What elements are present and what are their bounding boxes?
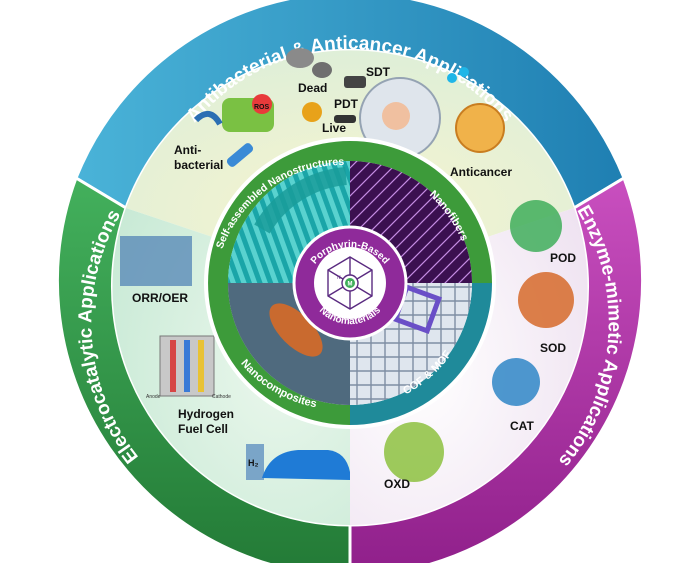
sod-protein-icon	[518, 272, 574, 328]
sod-label: SOD	[540, 341, 566, 355]
live-bacteria-icon	[302, 102, 322, 122]
pod-protein-icon	[510, 200, 562, 252]
self-assembled-label-band	[254, 167, 348, 234]
hydrogen-label-line1: Hydrogen	[178, 407, 234, 421]
cat-protein-icon	[492, 358, 540, 406]
electro-illustrations	[120, 236, 350, 480]
ros-burst-icon	[252, 94, 272, 114]
dead-label: Dead	[298, 81, 327, 95]
metal-label: M	[348, 282, 353, 288]
composite-rod-icon	[269, 303, 323, 357]
fuel-cell-plate-icon	[184, 340, 190, 392]
enzyme-illustrations	[384, 200, 574, 482]
orr-oer-label: ORR/OER	[132, 291, 188, 305]
cat-label: CAT	[510, 419, 534, 433]
fuel-cell-plate-icon	[198, 340, 204, 392]
h2-pump-icon	[246, 444, 264, 480]
orr-oer-device-icon	[120, 236, 192, 286]
oxd-protein-icon	[384, 422, 444, 482]
car-icon	[262, 450, 350, 480]
middle-ring-left-green	[208, 141, 350, 425]
laser-icon	[334, 115, 356, 123]
antibacterial-label-line2: bacterial	[174, 158, 223, 172]
pdt-label: PDT	[334, 97, 359, 111]
h2-label: H₂	[248, 458, 259, 468]
oxd-label: OXD	[384, 477, 410, 491]
fuel-cell-plate-icon	[170, 340, 176, 392]
sdt-particle-icon	[447, 73, 457, 83]
anode-label: Anode	[146, 394, 161, 400]
middle-ring-bottom-right-teal	[350, 283, 492, 425]
ros-label: ROS	[254, 104, 270, 111]
pod-label: POD	[550, 251, 576, 265]
sdt-particle-icon	[459, 67, 469, 77]
dead-bacteria-icon	[312, 62, 332, 78]
antibacterial-illustrations	[193, 48, 505, 167]
porphyrin-structure-icon	[327, 256, 373, 310]
antibacterial-label-line1: Anti-	[174, 143, 201, 157]
sdt-label: SDT	[366, 65, 391, 79]
middle-ring-top-right-green	[350, 141, 492, 283]
anticancer-label: Anticancer	[450, 165, 512, 179]
flashlight-icon	[226, 143, 254, 167]
metal-center-icon	[345, 278, 355, 288]
live-label: Live	[322, 121, 346, 135]
ultrasound-probe-icon	[344, 76, 366, 88]
hydrogen-label-line2: Fuel Cell	[178, 422, 228, 436]
tumor-icon	[455, 103, 505, 153]
nucleus-icon	[382, 102, 410, 130]
cathode-label: Cathode	[212, 394, 231, 400]
dead-bacteria-icon	[286, 48, 314, 68]
nitrogen-label: N	[337, 275, 341, 281]
light-source-icon	[193, 111, 223, 126]
